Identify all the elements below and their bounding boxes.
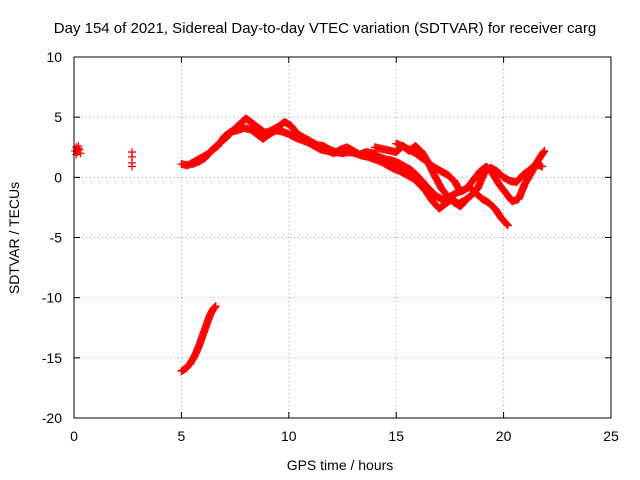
axis-ticks: 0 5 10 15 20 25 -20 -15 -10 -5 0 5 10 [42, 49, 619, 444]
data-point [75, 145, 84, 154]
x-tick-label: 0 [70, 428, 78, 444]
y-tick-label: -15 [42, 350, 62, 366]
data-point [211, 302, 220, 311]
data-point [539, 147, 548, 156]
data-point [211, 302, 220, 311]
y-tick-label: 5 [54, 109, 62, 125]
data-point [540, 146, 549, 155]
data-point [76, 149, 85, 158]
y-tick-label: -20 [42, 410, 62, 426]
y-axis-label: SDTVAR / TECUs [6, 182, 22, 294]
data-point [74, 142, 83, 151]
data-points [71, 114, 549, 376]
x-tick-label: 5 [178, 428, 186, 444]
data-point [463, 194, 472, 203]
data-point [127, 162, 136, 171]
x-axis-label: GPS time / hours [287, 457, 394, 473]
x-tick-label: 15 [388, 428, 404, 444]
x-tick-label: 20 [496, 428, 512, 444]
data-point [503, 221, 512, 230]
data-point [502, 220, 511, 229]
y-tick-label: -10 [42, 290, 62, 306]
y-tick-label: -5 [50, 230, 63, 246]
y-tick-label: 10 [46, 49, 62, 65]
data-point [72, 150, 81, 159]
data-point [538, 162, 547, 171]
x-tick-label: 10 [281, 428, 297, 444]
y-tick-label: 0 [54, 169, 62, 185]
grid [74, 57, 611, 418]
data-point [462, 196, 471, 205]
data-point [210, 303, 219, 312]
chart-title: Day 154 of 2021, Sidereal Day-to-day VTE… [54, 20, 596, 37]
x-tick-label: 25 [603, 428, 619, 444]
